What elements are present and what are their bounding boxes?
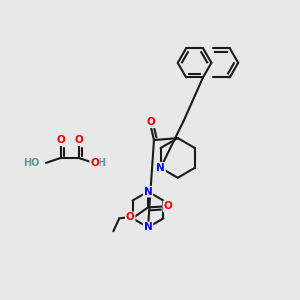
Text: O: O — [126, 212, 135, 222]
Text: O: O — [164, 202, 172, 212]
Text: O: O — [56, 135, 65, 145]
Text: N: N — [156, 163, 165, 173]
Text: O: O — [147, 117, 155, 127]
Text: N: N — [144, 222, 152, 232]
Text: O: O — [74, 135, 83, 145]
Text: HO: HO — [23, 158, 39, 168]
Text: O: O — [90, 158, 99, 168]
Text: N: N — [144, 187, 152, 196]
Text: H: H — [98, 158, 106, 168]
